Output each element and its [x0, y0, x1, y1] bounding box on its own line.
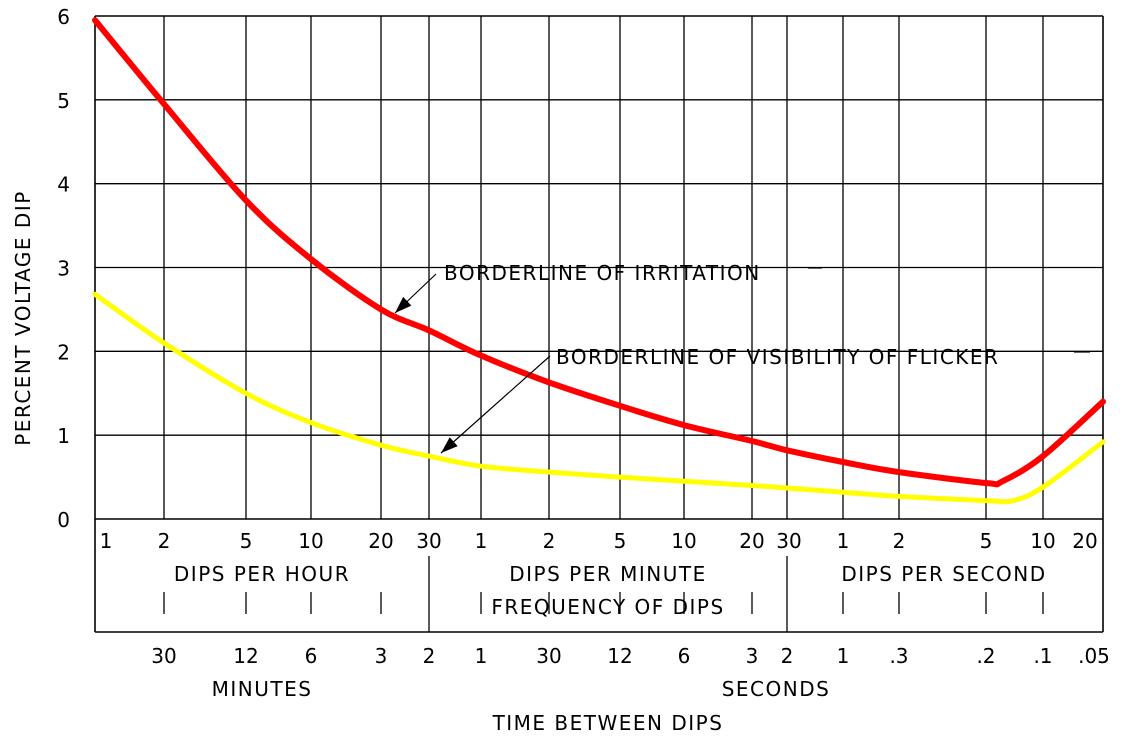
- time-tick-label: 2: [781, 644, 794, 668]
- time-tick-label: .3: [889, 644, 908, 668]
- frequency-axis-title: FREQUENCY OF DIPS: [491, 595, 724, 619]
- flicker-curve: [92, 291, 1106, 505]
- y-tick-label: 6: [57, 5, 70, 29]
- group-label-dips-per-hour: DIPS PER HOUR: [174, 562, 350, 586]
- irritation-curve: [92, 17, 1106, 488]
- frequency-tick-label: 2: [893, 529, 906, 553]
- series-layer: [92, 17, 1106, 505]
- time-tick-label: .1: [1033, 644, 1052, 668]
- frequency-tick-label: 20: [1072, 529, 1097, 553]
- frequency-tick-label: 2: [158, 529, 171, 553]
- time-tick-label: 1: [837, 644, 850, 668]
- annotation-irritation: BORDERLINE OF IRRITATION: [444, 261, 761, 285]
- frequency-tick-label: 1: [837, 529, 850, 553]
- frequency-tick-label: 30: [776, 529, 801, 553]
- time-tick-label: 12: [607, 644, 632, 668]
- time-tick-label: 3: [375, 644, 388, 668]
- flicker-leader-arrowhead: [441, 437, 458, 453]
- frequency-tick-label: 1: [475, 529, 488, 553]
- time-tick-label: 30: [151, 644, 176, 668]
- group-label-minutes: MINUTES: [212, 677, 313, 701]
- frequency-tick-label: 5: [240, 529, 253, 553]
- time-tick-label: 3: [746, 644, 759, 668]
- time-tick-label: .2: [976, 644, 995, 668]
- time-tick-label: 1: [475, 644, 488, 668]
- time-tick-label: 30: [536, 644, 561, 668]
- frequency-tick-label: 20: [368, 529, 393, 553]
- frequency-tick-label: 10: [1030, 529, 1055, 553]
- axis-layer: PERCENT VOLTAGE DIP FREQUENCY OF DIPS DI…: [11, 5, 1110, 735]
- flicker-leader-line: [440, 355, 551, 454]
- frequency-tick-label: 2: [543, 529, 556, 553]
- time-tick-label: .05: [1078, 644, 1110, 668]
- x-axis-title: TIME BETWEEN DIPS: [492, 711, 724, 735]
- y-tick-label: 3: [57, 257, 70, 281]
- group-label-dips-per-minute: DIPS PER MINUTE: [509, 562, 706, 586]
- y-tick-label: 0: [57, 508, 70, 532]
- group-label-seconds: SECONDS: [722, 677, 831, 701]
- frequency-tick-label: 1: [100, 529, 113, 553]
- group-label-dips-per-second: DIPS PER SECOND: [841, 562, 1046, 586]
- y-tick-label: 2: [57, 340, 70, 364]
- frequency-tick-label: 20: [739, 529, 764, 553]
- frequency-tick-label: 10: [298, 529, 323, 553]
- frequency-tick-label: 10: [671, 529, 696, 553]
- irritation-leader-arrowhead: [395, 296, 412, 313]
- time-tick-label: 6: [305, 644, 318, 668]
- annotation-layer: BORDERLINE OF IRRITATION BORDERLINE OF V…: [394, 261, 1090, 454]
- frequency-tick-label: 30: [416, 529, 441, 553]
- time-tick-label: 6: [678, 644, 691, 668]
- annotation-flicker: BORDERLINE OF VISIBILITY OF FLICKER: [556, 345, 999, 369]
- frequency-tick-label: 5: [614, 529, 627, 553]
- time-tick-label: 2: [423, 644, 436, 668]
- time-tick-label: 12: [233, 644, 258, 668]
- frequency-tick-label: 5: [980, 529, 993, 553]
- y-tick-label: 5: [57, 89, 70, 113]
- y-tick-label: 4: [57, 173, 70, 197]
- y-tick-label: 1: [57, 424, 70, 448]
- y-axis-title: PERCENT VOLTAGE DIP: [11, 190, 35, 446]
